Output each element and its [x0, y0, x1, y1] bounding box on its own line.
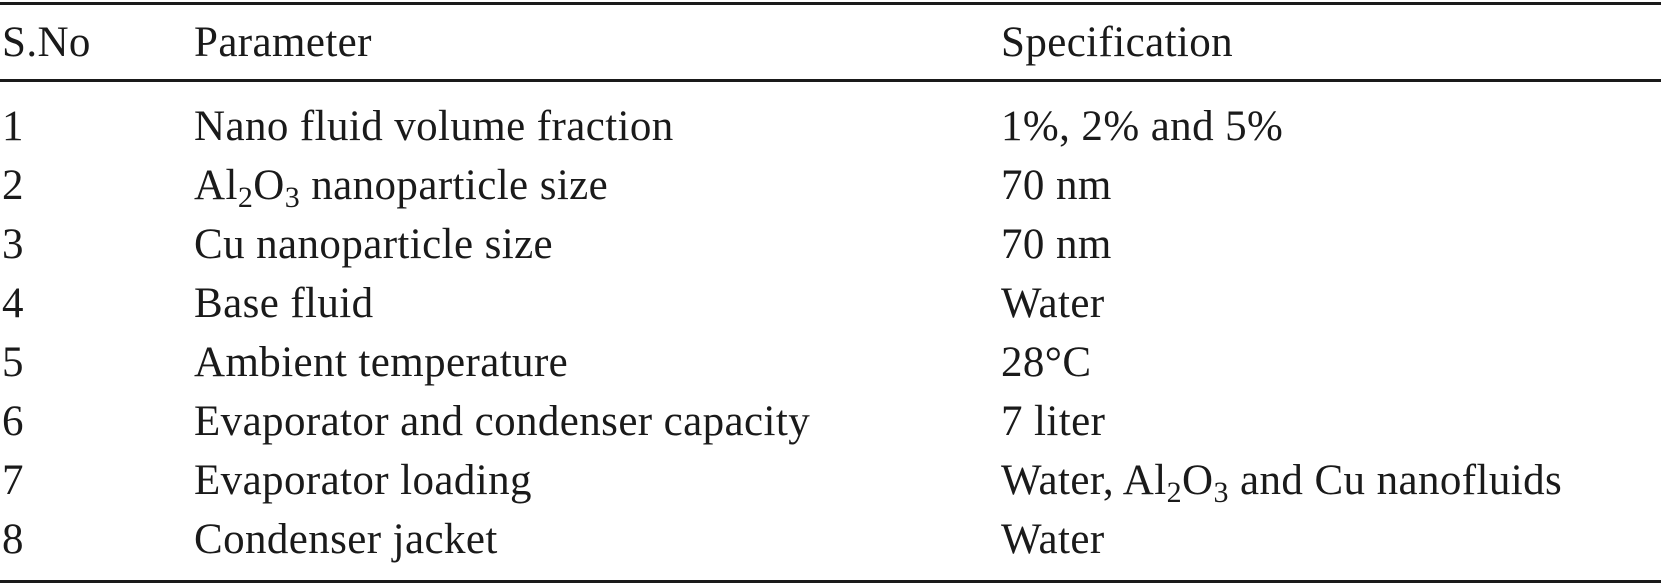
- cell-parameter: Condenser jacket: [194, 516, 498, 563]
- header-specification: Specification: [1001, 19, 1234, 66]
- table-row: 3 Cu nanoparticle size 70 nm: [0, 216, 1661, 274]
- cell-sno: 1: [2, 103, 24, 150]
- cell-sno: 8: [2, 516, 24, 563]
- cell-specification: 70 nm: [1001, 221, 1112, 268]
- table-row: 2 Al2O3 nanoparticle size 70 nm: [0, 157, 1661, 215]
- cell-specification: 7 liter: [1001, 398, 1106, 445]
- cell-sno: 5: [2, 339, 24, 386]
- cell-sno: 3: [2, 221, 24, 268]
- table-row: 4 Base fluid Water: [0, 275, 1661, 333]
- cell-sno: 6: [2, 398, 24, 445]
- table-row: 7 Evaporator loading Water, Al2O3 and Cu…: [0, 452, 1661, 510]
- cell-specification: Water: [1001, 516, 1105, 563]
- header-sno: S.No: [2, 19, 91, 66]
- subscript-text: 2: [1166, 476, 1182, 509]
- cell-specification: Water, Al2O3 and Cu nanofluids: [1001, 457, 1563, 509]
- cell-specification: 1%, 2% and 5%: [1001, 103, 1284, 150]
- cell-parameter: Al2O3 nanoparticle size: [194, 162, 609, 214]
- cell-specification: Water: [1001, 280, 1105, 327]
- subscript-text: 3: [284, 181, 301, 214]
- table-top-rule: [0, 2, 1661, 5]
- header-parameter: Parameter: [194, 19, 372, 66]
- table-row: 1 Nano fluid volume fraction 1%, 2% and …: [0, 98, 1661, 156]
- table-row: 5 Ambient temperature 28°C: [0, 334, 1661, 392]
- cell-sno: 4: [2, 280, 24, 327]
- table-header-rule: [0, 79, 1661, 82]
- cell-sno: 7: [2, 457, 24, 504]
- cell-parameter: Cu nanoparticle size: [194, 221, 554, 268]
- cell-parameter: Ambient temperature: [194, 339, 569, 386]
- cell-parameter: Evaporator and condenser capacity: [194, 398, 811, 445]
- table-header-row: S.No Parameter Specification: [0, 14, 1661, 72]
- table-row: 6 Evaporator and condenser capacity 7 li…: [0, 393, 1661, 451]
- cell-sno: 2: [2, 162, 24, 209]
- subscript-text: 3: [1213, 476, 1229, 509]
- table-bottom-rule: [0, 580, 1661, 583]
- cell-parameter: Evaporator loading: [194, 457, 532, 504]
- cell-specification: 70 nm: [1001, 162, 1112, 209]
- cell-parameter: Base fluid: [194, 280, 374, 327]
- subscript-text: 2: [237, 181, 254, 214]
- cell-parameter: Nano fluid volume fraction: [194, 103, 674, 150]
- table-row: 8 Condenser jacket Water: [0, 511, 1661, 569]
- cell-specification: 28°C: [1001, 339, 1092, 386]
